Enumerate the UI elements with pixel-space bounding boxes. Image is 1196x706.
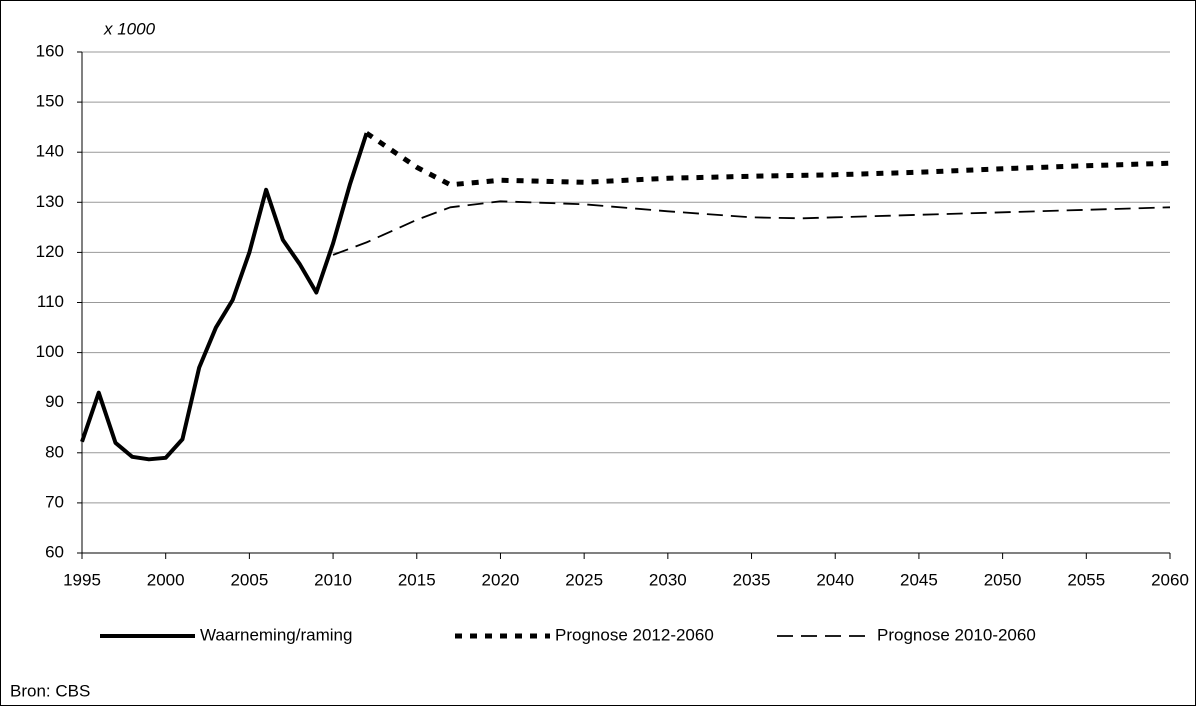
- x-tick-label: 2010: [314, 570, 352, 589]
- x-tick-label: 2030: [649, 570, 687, 589]
- x-tick-label: 2055: [1067, 570, 1105, 589]
- y-tick-label: 80: [45, 442, 64, 461]
- y-tick-label: 120: [36, 242, 64, 261]
- x-tick-label: 2025: [565, 570, 603, 589]
- unit-label: x 1000: [103, 19, 156, 38]
- x-tick-label: 2015: [398, 570, 436, 589]
- x-tick-label: 2020: [482, 570, 520, 589]
- y-tick-label: 150: [36, 92, 64, 111]
- y-tick-label: 130: [36, 192, 64, 211]
- y-tick-label: 90: [45, 392, 64, 411]
- x-tick-label: 2035: [733, 570, 771, 589]
- legend-label: Waarneming/raming: [200, 625, 352, 644]
- x-tick-label: 2000: [147, 570, 185, 589]
- y-tick-label: 60: [45, 542, 64, 561]
- legend-label: Prognose 2010-2060: [877, 625, 1036, 644]
- x-tick-label: 2050: [984, 570, 1022, 589]
- x-tick-label: 2045: [900, 570, 938, 589]
- y-tick-label: 100: [36, 342, 64, 361]
- y-tick-label: 70: [45, 492, 64, 511]
- y-tick-label: 160: [36, 41, 64, 60]
- y-tick-label: 140: [36, 142, 64, 161]
- series-line: [332, 200, 1171, 256]
- source: Bron: CBS: [10, 681, 90, 700]
- y-tick-label: 110: [37, 292, 64, 311]
- x-tick-label: 1995: [63, 570, 101, 589]
- legend-label: Prognose 2012-2060: [555, 625, 714, 644]
- x-tick-label: 2060: [1151, 570, 1189, 589]
- x-tick-label: 2005: [230, 570, 268, 589]
- series-line: [80, 132, 369, 462]
- x-tick-label: 2040: [816, 570, 854, 589]
- series-line: [365, 131, 1171, 188]
